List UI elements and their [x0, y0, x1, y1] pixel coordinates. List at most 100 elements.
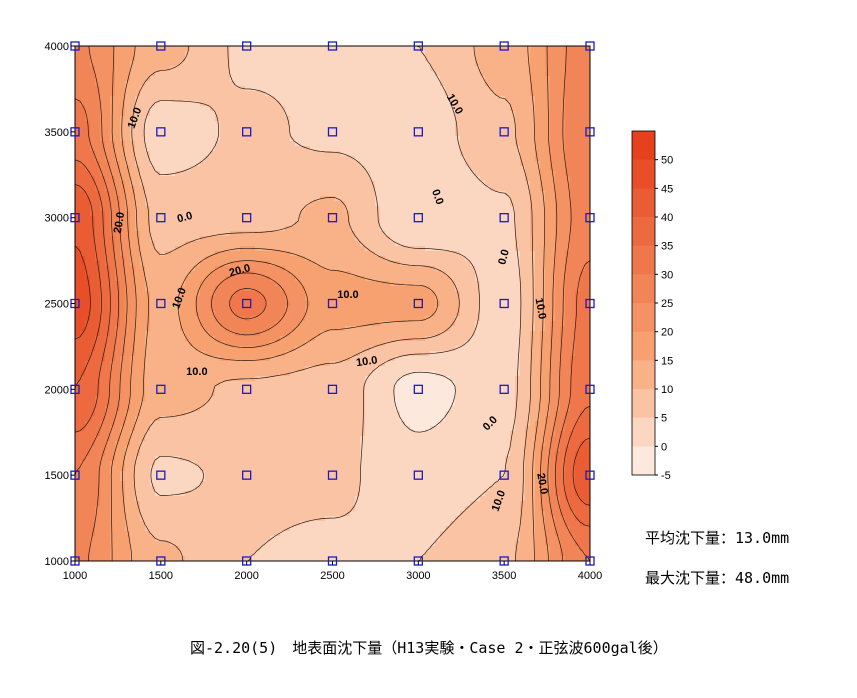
fill-cell [180, 181, 186, 187]
fill-cell [90, 201, 96, 207]
fill-cell [585, 96, 590, 102]
fill-cell [245, 81, 251, 87]
fill-cell [275, 286, 281, 292]
fill-cell [120, 146, 126, 152]
fill-cell [485, 236, 491, 242]
fill-cell [430, 166, 436, 172]
fill-cell [530, 81, 536, 87]
fill-cell [245, 271, 251, 277]
fill-cell [240, 206, 246, 212]
fill-cell [355, 131, 361, 137]
fill-cell [210, 156, 216, 162]
fill-cell [580, 186, 586, 192]
fill-cell [225, 226, 231, 232]
fill-cell [90, 166, 96, 172]
fill-cell [355, 196, 361, 202]
fill-cell [235, 191, 241, 197]
fill-cell [420, 196, 426, 202]
fill-cell [205, 136, 211, 142]
fill-cell [540, 141, 546, 147]
fill-cell [450, 51, 456, 57]
fill-cell [550, 141, 556, 147]
fill-cell [170, 56, 176, 62]
fill-cell [540, 256, 546, 262]
fill-cell [400, 281, 406, 287]
fill-cell [475, 56, 481, 62]
fill-cell [225, 71, 231, 77]
fill-cell [335, 66, 341, 72]
fill-cell [455, 81, 461, 87]
fill-cell [80, 46, 86, 52]
fill-cell [525, 146, 531, 152]
fill-cell [275, 71, 281, 77]
fill-cell [400, 46, 406, 52]
fill-cell [260, 71, 266, 77]
fill-cell [85, 71, 91, 77]
fill-cell [255, 76, 261, 82]
fill-cell [75, 166, 81, 172]
fill-cell [195, 196, 201, 202]
fill-cell [315, 176, 321, 182]
fill-cell [320, 281, 326, 287]
fill-cell [170, 126, 176, 132]
fill-cell [90, 51, 96, 57]
fill-cell [495, 51, 501, 57]
fill-cell [580, 56, 586, 62]
fill-cell [180, 201, 186, 207]
fill-cell [395, 226, 401, 232]
fill-cell [175, 176, 181, 182]
fill-cell [90, 241, 96, 247]
fill-cell [405, 151, 411, 157]
fill-cell [270, 106, 276, 112]
fill-cell [465, 166, 471, 172]
fill-cell [430, 226, 436, 232]
fill-cell [470, 266, 476, 272]
fill-cell [250, 271, 256, 277]
fill-cell [175, 221, 181, 227]
fill-cell [465, 81, 471, 87]
fill-cell [475, 246, 481, 252]
fill-cell [130, 226, 136, 232]
fill-cell [490, 71, 496, 77]
fill-cell [510, 141, 516, 147]
fill-cell [300, 236, 306, 242]
fill-cell [370, 191, 376, 197]
fill-cell [120, 191, 126, 197]
fill-cell [200, 116, 206, 122]
fill-cell [315, 46, 321, 52]
fill-cell [235, 211, 241, 217]
fill-cell [210, 171, 216, 177]
fill-cell [220, 271, 226, 277]
fill-cell [480, 96, 486, 102]
fill-cell [305, 176, 311, 182]
fill-cell [165, 56, 171, 62]
fill-cell [295, 216, 301, 222]
fill-cell [150, 221, 156, 227]
fill-cell [265, 241, 271, 247]
fill-cell [420, 226, 426, 232]
fill-cell [560, 71, 566, 77]
fill-cell [325, 141, 331, 147]
fill-cell [445, 236, 451, 242]
fill-cell [125, 71, 131, 77]
fill-cell [335, 246, 341, 252]
fill-cell [330, 171, 336, 177]
fill-cell [165, 286, 171, 292]
fill-cell [75, 241, 81, 247]
fill-cell [200, 131, 206, 137]
fill-cell [245, 181, 251, 187]
fill-cell [350, 86, 356, 92]
fill-cell [235, 251, 241, 257]
fill-cell [465, 116, 471, 122]
fill-cell [150, 206, 156, 212]
fill-cell [475, 61, 481, 67]
fill-cell [235, 201, 241, 207]
fill-cell [320, 96, 326, 102]
fill-cell [485, 51, 491, 57]
fill-cell [185, 186, 191, 192]
fill-cell [520, 61, 526, 67]
fill-cell [125, 106, 131, 112]
fill-cell [260, 266, 266, 272]
fill-cell [365, 96, 371, 102]
fill-cell [125, 51, 131, 57]
